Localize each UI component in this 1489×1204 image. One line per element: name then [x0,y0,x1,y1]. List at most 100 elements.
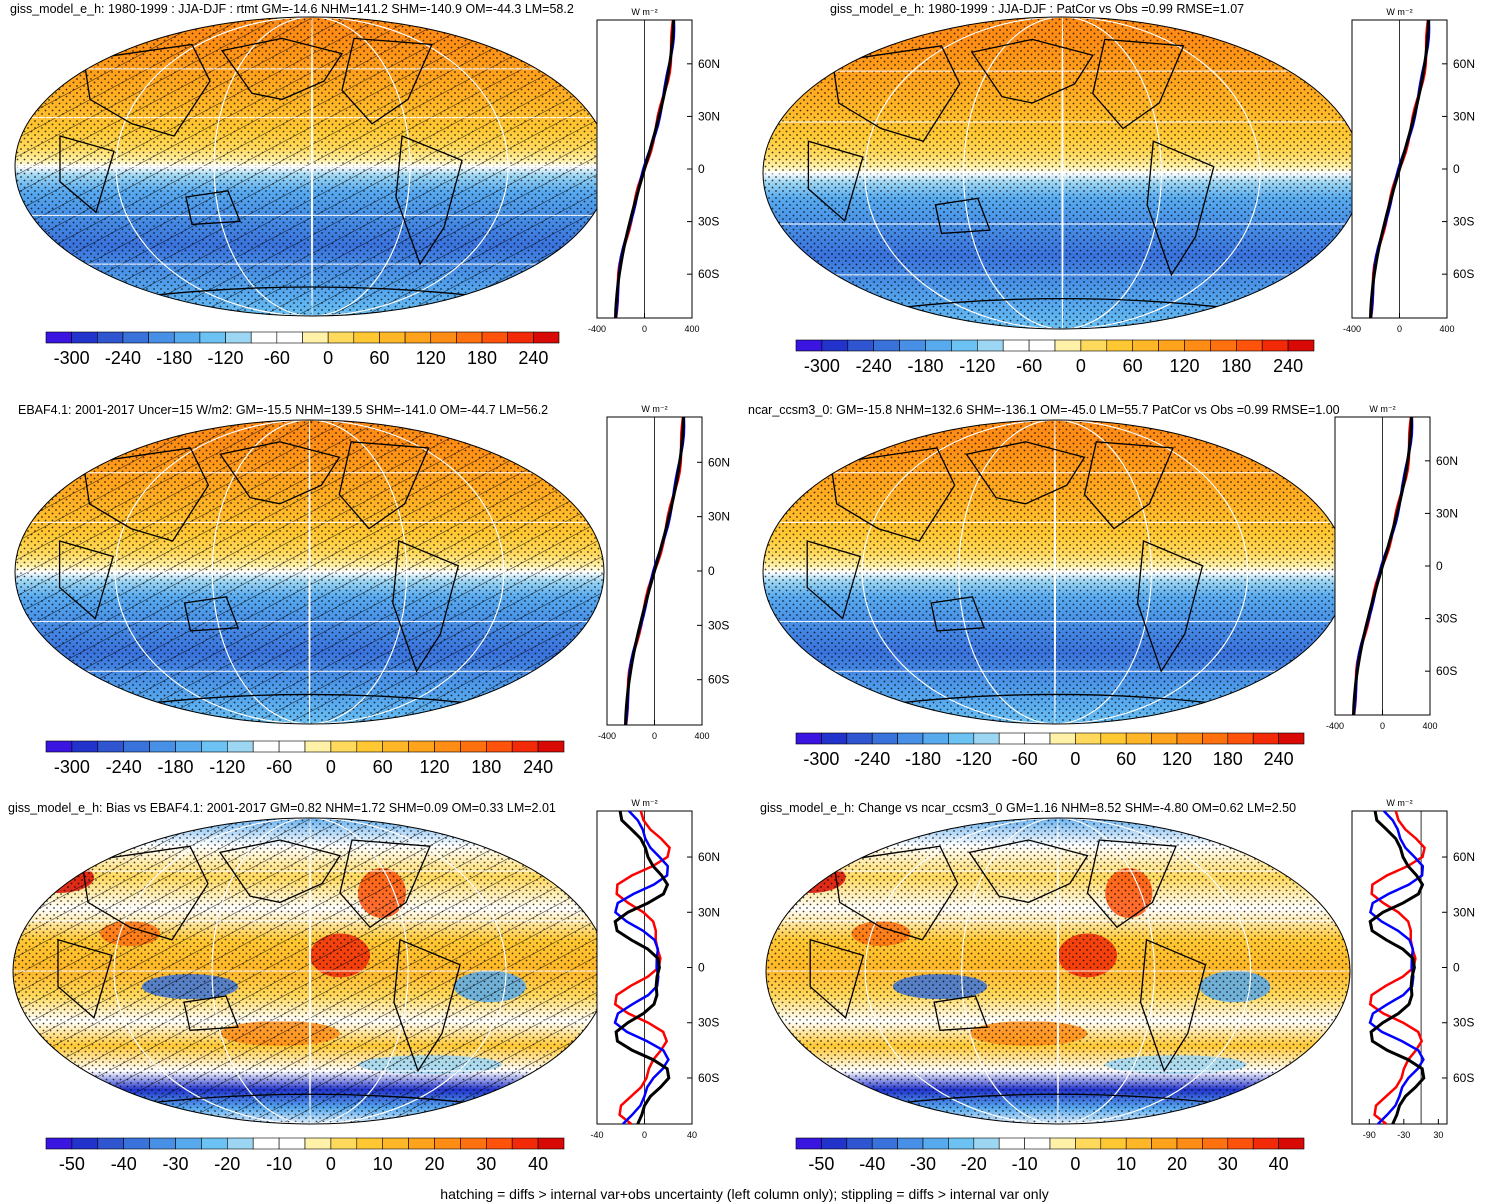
colorbar-swatch [821,1137,848,1150]
colorbar-label: 40 [1269,1154,1289,1174]
meridian-line [1057,818,1059,1124]
colorbar-swatch [408,740,435,753]
meridian-line [113,818,507,1124]
colorbar-swatch [998,1137,1025,1150]
colorbar-swatch [511,740,539,753]
colorbar-label: -60 [266,757,292,777]
coastline [1086,839,1177,929]
colorbar-swatch [1252,1137,1279,1150]
colorbar-label: -300 [54,757,90,777]
lat-tick-label: 30S [698,1016,719,1030]
colorbar-label: -10 [1012,1154,1038,1174]
colorbar-swatch [507,331,534,344]
panel-3: EBAF4.1: 2001-2017 Uncer=15 W/m2: GM=-15… [0,395,745,787]
profile-unit-label: W m⁻² [631,7,657,17]
panel-2-zonal-profile: W m⁻² 60N 30N 0 30S 60S -400 0 400 [1343,7,1475,334]
colorbar-swatch [460,1137,487,1150]
colorbar-label: 0 [1070,749,1080,769]
colorbar-label: -300 [804,356,840,376]
colorbar-swatch [1202,1137,1229,1150]
lat-tick-label: 30N [1453,109,1475,123]
panel-6-colorbar: -50-40-30-20-1001020304050 [795,1137,1305,1174]
colorbar-swatch [795,1137,822,1150]
antarctica-coastline [129,1093,491,1106]
colorbar-label: -50 [59,1154,85,1174]
panel-4-colorbar: -300-240-180-120-60060120180240300 [795,732,1305,769]
colorbar-swatch [1080,339,1108,352]
colorbar-swatch [899,339,926,352]
colorbar-label: 30 [1218,1154,1238,1174]
colorbar-swatch [1176,1137,1203,1150]
profile-unit-label: W m⁻² [631,798,657,808]
coastline [59,135,115,214]
colorbar-swatch [430,331,457,344]
coastline [809,938,865,1019]
panel-6-zonal-profile: W m⁻² 60N 30N 0 30S 60S -90 -30 30 [1351,798,1475,1140]
panel-3-zonal-profile: W m⁻² 60N 30N 0 30S 60S -400 0 400 [598,404,730,741]
colorbar-swatch [846,1137,873,1150]
colorbar-label: -180 [905,749,941,769]
coastline [806,540,862,620]
colorbar-swatch [795,732,822,745]
colorbar-swatch [485,740,513,753]
meridian-line [309,818,311,1124]
colorbar-swatch [45,740,73,753]
colorbar-label: 180 [471,757,501,777]
coastline [58,540,115,620]
x-tick-label: 0 [642,1130,647,1140]
colorbar-swatch [846,732,873,745]
coastline [965,441,1086,505]
colorbar-swatch [948,1137,975,1150]
colorbar-swatch [1227,1137,1254,1150]
x-tick-label: 400 [694,731,709,741]
colorbar-swatch [1049,732,1076,745]
lat-tick-label: 60S [1453,267,1474,281]
meridian-line [864,17,1261,329]
colorbar-label: 180 [1213,749,1243,769]
profile-unit-label: W m⁻² [1369,404,1395,414]
colorbar-swatch [304,740,332,753]
profile-unit-label: W m⁻² [1386,7,1412,17]
colorbar-label: 240 [523,757,553,777]
colorbar-swatch [149,1137,176,1150]
colorbar-swatch [871,732,898,745]
map-border [14,419,605,725]
coastline [183,995,239,1031]
lat-tick-label: 0 [698,961,705,975]
profile-line-ref [1369,19,1430,319]
panel-1-colorbar: -300-240-180-120-60060120180240300 [45,331,560,368]
panel-4-map [762,419,1348,725]
colorbar-swatch [227,740,254,753]
meridian-line [213,17,411,316]
colorbar-label: -40 [111,1154,137,1174]
colorbar-swatch [45,1137,73,1150]
x-tick-label: 400 [684,324,699,334]
colorbar-label: -300 [54,348,90,368]
panel-3-colorbar: -300-240-180-120-60060120180240300 [45,740,565,777]
coastline [1136,540,1204,673]
colorbar-swatch [434,1137,461,1150]
x-tick-label: -400 [598,731,616,741]
coastline [393,938,461,1073]
coastline [82,447,210,542]
antarctica-coastline [880,297,1245,311]
profile-line-obs [613,810,670,1125]
colorbar-swatch [148,331,175,344]
colorbar-swatch [460,740,487,753]
map-border [765,817,1351,1125]
colorbar-swatch [1100,732,1127,745]
lat-tick-label: 30N [698,905,720,919]
colorbar-label: 120 [1169,356,1199,376]
lat-tick-label: 60S [698,1071,719,1085]
colorbar-label: -20 [961,1154,987,1174]
colorbar-label: -240 [856,356,892,376]
colorbar-label: -20 [214,1154,240,1174]
colorbar-swatch [96,331,124,344]
profile-unit-label: W m⁻² [641,404,667,414]
lat-tick-label: 0 [1453,961,1460,975]
x-tick-label: 40 [687,1130,697,1140]
panel-5-colorbar: -50-40-30-20-1001020304050 [45,1137,565,1174]
panel-2: giss_model_e_h: 1980-1999 : JJA-DJF : Pa… [745,0,1489,395]
colorbar-swatch [356,740,383,753]
lat-tick-label: 60S [698,267,719,281]
